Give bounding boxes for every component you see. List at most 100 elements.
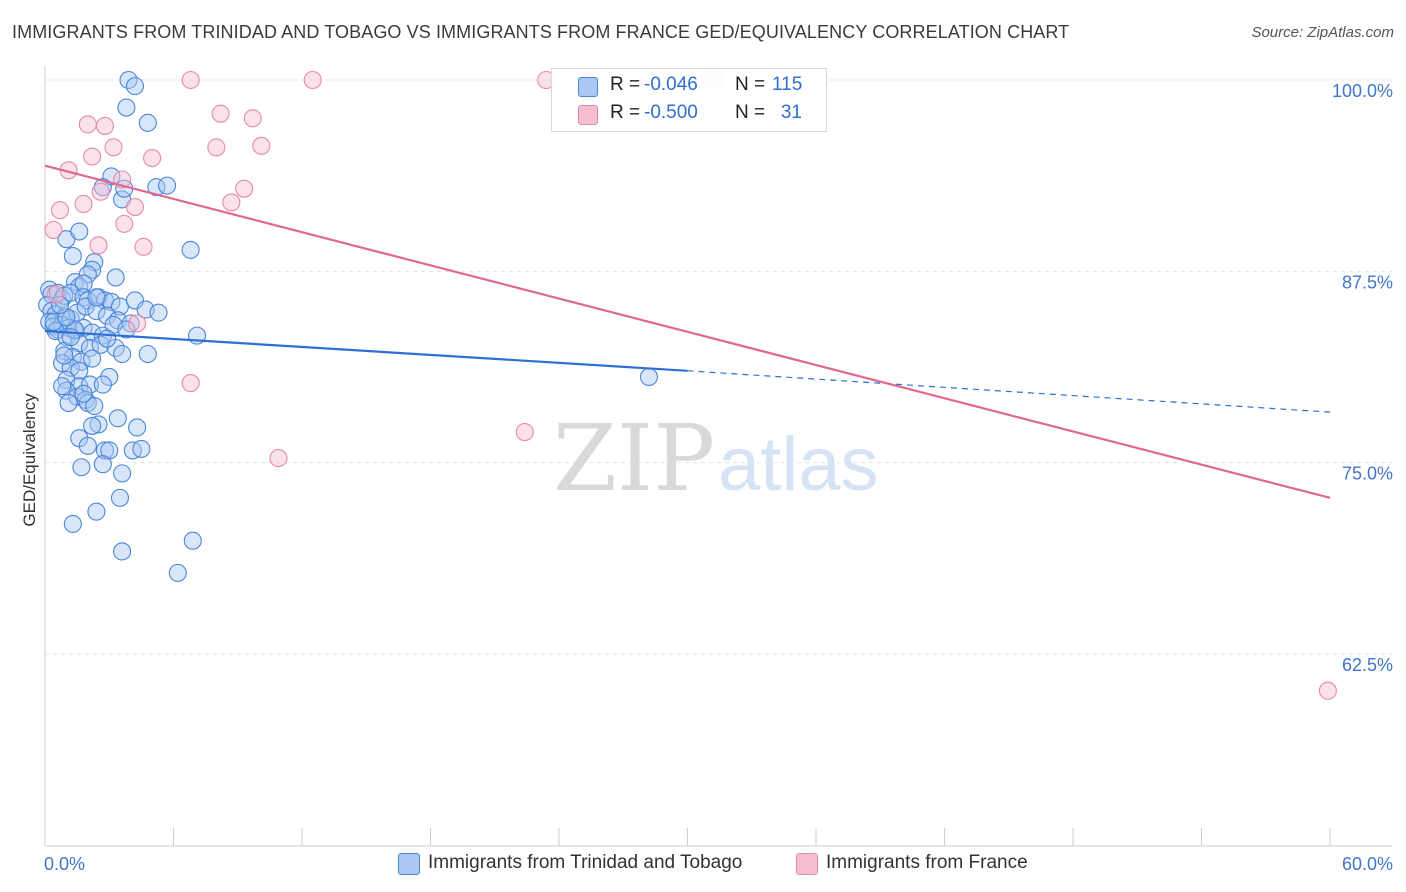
trend-line-france — [44, 164, 1331, 499]
y-axis-title: GED/Equivalency — [20, 393, 39, 527]
y-tick-label: 62.5% — [1342, 655, 1393, 675]
point-france — [515, 423, 534, 442]
legend-n-value: 115 — [772, 74, 803, 95]
point-trinidad — [87, 302, 106, 321]
legend-label-france: Immigrants from France — [826, 852, 1028, 873]
point-france — [222, 193, 241, 212]
point-france — [181, 70, 200, 90]
tick-labels: 62.5% 75.0% 87.5% 100.0% 0.0% 60.0% — [44, 81, 1393, 874]
legend-label-trinidad: Immigrants from Trinidad and Tobago — [428, 852, 743, 873]
point-trinidad — [59, 393, 78, 413]
y-tick-label: 100.0% — [1332, 81, 1393, 101]
point-trinidad — [89, 415, 108, 434]
point-trinidad — [53, 377, 72, 396]
point-trinidad — [98, 306, 117, 325]
correlation-legend: R = -0.046 N = 115 R = -0.500 N = 31 — [551, 68, 827, 132]
point-trinidad — [158, 176, 177, 195]
point-trinidad — [95, 441, 115, 460]
point-france — [44, 220, 63, 240]
legend-r-value: -0.500 — [644, 102, 698, 123]
point-trinidad — [78, 436, 97, 455]
point-france — [74, 194, 93, 214]
point-trinidad — [183, 531, 202, 550]
trend-lines — [44, 164, 1331, 499]
point-france — [211, 104, 230, 123]
axes — [44, 66, 1392, 847]
x-tick-label: 60.0% — [1342, 854, 1393, 874]
point-trinidad — [102, 292, 121, 311]
point-trinidad — [128, 418, 147, 437]
point-france — [235, 179, 254, 198]
point-trinidad — [149, 303, 168, 322]
point-trinidad — [93, 375, 112, 394]
chart-title: IMMIGRANTS FROM TRINIDAD AND TOBAGO VS I… — [12, 22, 1070, 42]
point-trinidad — [55, 346, 74, 365]
trend-line-trinidad — [44, 329, 688, 372]
legend-n-value: 31 — [780, 102, 802, 123]
point-trinidad — [117, 98, 136, 117]
legend-n-label: N = — [735, 74, 766, 95]
point-trinidad — [83, 349, 102, 368]
point-france — [91, 182, 110, 201]
point-trinidad — [80, 338, 100, 357]
point-france — [95, 116, 115, 135]
point-france — [181, 374, 200, 393]
legend-row-france: R = -0.500 N = 31 — [552, 99, 826, 129]
legend-swatch-blue — [398, 853, 420, 875]
point-trinidad — [108, 409, 127, 428]
point-trinidad — [125, 77, 144, 96]
point-france — [269, 449, 288, 468]
point-trinidad — [106, 268, 125, 287]
series-legend: Immigrants from Trinidad and Tobago Immi… — [0, 852, 1406, 878]
point-trinidad — [74, 384, 93, 403]
point-france — [78, 115, 97, 134]
point-france — [115, 214, 134, 233]
watermark-zip: ZIP — [553, 405, 715, 512]
point-trinidad — [70, 361, 89, 380]
point-trinidad — [50, 295, 70, 315]
legend-r-label: R = — [610, 74, 641, 95]
watermark-atlas: atlas — [718, 422, 879, 507]
point-trinidad — [110, 488, 130, 507]
point-france — [252, 136, 271, 155]
legend-swatch-pink — [578, 105, 598, 125]
legend-swatch-blue — [578, 77, 598, 97]
point-trinidad — [117, 320, 136, 339]
point-france — [143, 149, 162, 168]
gridlines — [45, 79, 1392, 655]
point-trinidad — [113, 464, 132, 483]
point-france — [1318, 681, 1337, 700]
point-france — [83, 147, 102, 166]
point-france — [243, 109, 262, 128]
point-france — [303, 70, 322, 90]
legend-row-trinidad: R = -0.046 N = 115 — [552, 71, 826, 101]
point-france — [134, 237, 153, 256]
point-trinidad — [85, 396, 104, 416]
point-trinidad — [138, 113, 157, 132]
point-trinidad — [83, 416, 102, 435]
point-france — [207, 138, 226, 157]
legend-swatch-pink — [796, 853, 818, 875]
point-france — [46, 285, 65, 304]
point-trinidad — [63, 514, 82, 533]
source-credit: Source: ZipAtlas.com — [1251, 24, 1394, 41]
legend-r-label: R = — [610, 102, 641, 123]
legend-r-value: -0.046 — [644, 74, 698, 95]
legend-n-label: N = — [735, 102, 766, 123]
point-trinidad — [138, 344, 157, 364]
point-trinidad — [93, 455, 112, 474]
point-trinidad — [100, 367, 119, 386]
x-tick-label: 0.0% — [44, 854, 85, 874]
point-france — [104, 138, 123, 157]
point-trinidad — [74, 274, 93, 293]
point-trinidad — [132, 439, 151, 458]
point-france — [125, 197, 144, 217]
point-trinidad — [168, 563, 187, 582]
point-trinidad — [87, 288, 106, 307]
point-trinidad — [639, 367, 659, 386]
point-trinidad — [113, 542, 132, 561]
point-trinidad — [181, 240, 200, 259]
point-trinidad — [87, 502, 106, 521]
point-france — [128, 314, 147, 333]
data-points — [38, 70, 1337, 700]
